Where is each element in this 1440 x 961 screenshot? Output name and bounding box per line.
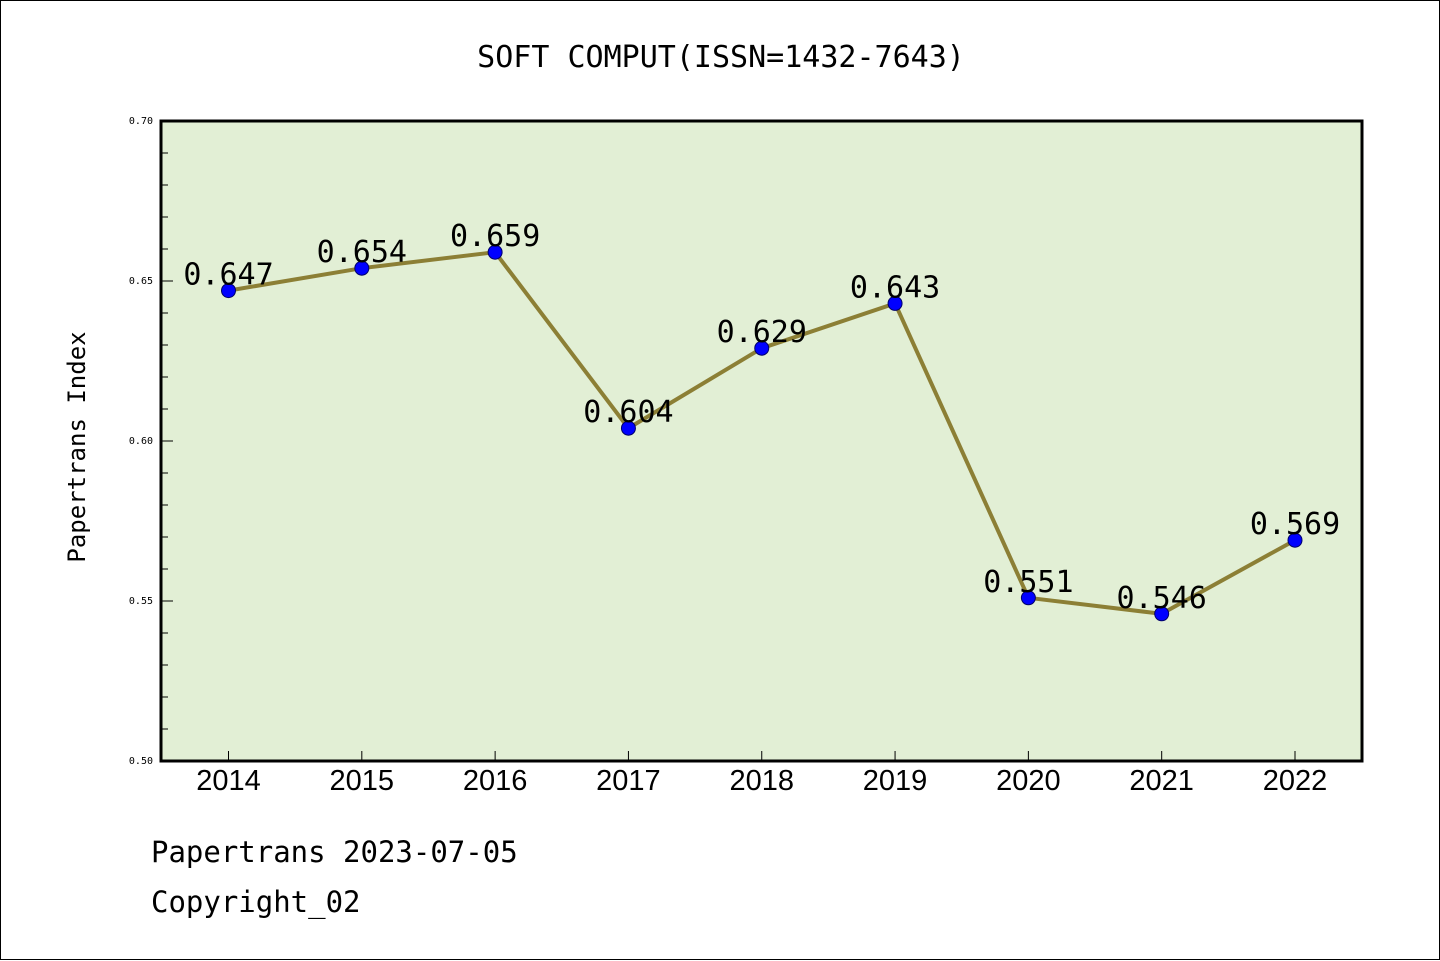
x-tick-label: 2015 xyxy=(330,765,395,797)
data-point xyxy=(354,260,370,276)
plot-border xyxy=(159,119,1364,763)
data-labels: 0.647 0.654 0.659 0.604 0.629 0.643 0.551 0.546… xyxy=(183,219,1340,616)
x-tick-label: 2021 xyxy=(1129,765,1194,797)
data-label: 0.647 xyxy=(183,258,273,293)
y-tick-label: 0.55 xyxy=(129,596,153,607)
y-tick-label: 0.65 xyxy=(129,276,153,287)
footer-date: Papertrans 2023-07-05 xyxy=(151,835,518,869)
data-point xyxy=(887,295,903,311)
y-tick-label: 0.70 xyxy=(129,116,153,127)
x-tick-label: 2020 xyxy=(996,765,1061,797)
data-label: 0.643 xyxy=(850,270,940,305)
data-point xyxy=(221,283,236,299)
data-point xyxy=(754,340,770,356)
x-tick-label: 2018 xyxy=(729,765,794,797)
x-tick-label: 2016 xyxy=(463,765,528,797)
y-axis-label: Papertrans Index xyxy=(63,331,91,562)
data-point xyxy=(620,420,636,436)
data-point xyxy=(1020,590,1036,606)
x-tick-label: 2022 xyxy=(1263,765,1328,797)
data-label: 0.604 xyxy=(583,395,673,430)
data-label: 0.654 xyxy=(317,235,407,270)
x-tick-label: 2014 xyxy=(196,765,261,797)
data-point xyxy=(1154,606,1170,622)
footer-copyright: Copyright_02 xyxy=(151,885,361,919)
data-point xyxy=(1287,532,1303,548)
x-tick-labels: 2014 2015 2016 2017 2018 2019 2020 2021 2022 xyxy=(196,765,1327,797)
data-label: 0.629 xyxy=(717,315,807,350)
plot-area xyxy=(161,121,1362,761)
data-label: 0.546 xyxy=(1117,581,1207,616)
chart-title: SOFT COMPUT(ISSN=1432-7643) xyxy=(477,40,965,75)
series-markers xyxy=(221,244,1303,622)
x-tick-label: 2019 xyxy=(863,765,928,797)
data-label: 0.569 xyxy=(1250,507,1340,542)
y-tick-label: 0.50 xyxy=(129,756,153,767)
y-tick-label: 0.60 xyxy=(129,436,153,447)
x-tick-label: 2017 xyxy=(596,765,661,797)
data-label: 0.659 xyxy=(450,219,540,254)
y-tick-labels: 0.50 0.55 0.60 0.65 0.70 xyxy=(129,116,153,767)
data-label: 0.551 xyxy=(983,565,1073,600)
data-point xyxy=(487,244,503,260)
